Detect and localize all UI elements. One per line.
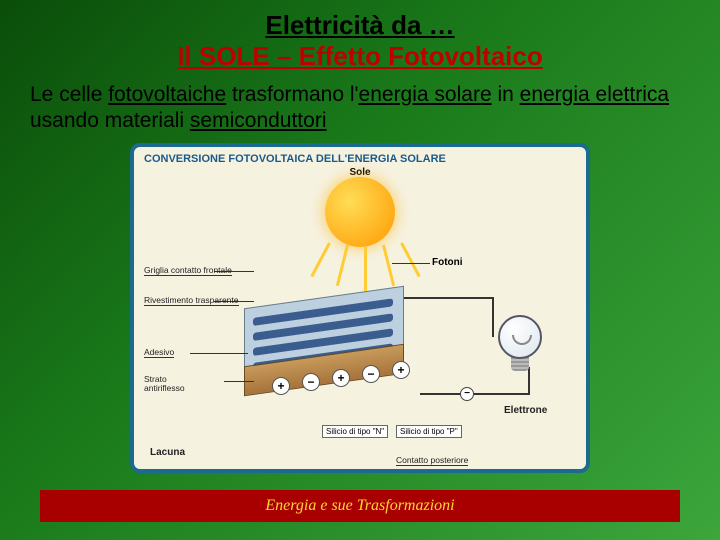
body-u1: fotovoltaiche <box>108 83 226 106</box>
body-t1: Le celle <box>30 83 108 106</box>
title-line-2: Il SOLE – Effetto Fotovoltaico <box>20 41 700 72</box>
electron-symbol: − <box>460 387 474 401</box>
leader-line <box>224 381 254 382</box>
diagram-container: CONVERSIONE FOTOVOLTAICA DELL'ENERGIA SO… <box>0 143 720 473</box>
footer-bar: Energia e sue Trasformazioni <box>40 490 680 522</box>
circuit-wire <box>404 297 494 299</box>
photon-ray <box>336 244 349 285</box>
photovoltaic-diagram: CONVERSIONE FOTOVOLTAICA DELL'ENERGIA SO… <box>130 143 590 473</box>
label-strato: Stratoantiriflesso <box>144 375 185 394</box>
photon-ray <box>382 244 395 285</box>
sun-icon <box>325 177 395 247</box>
body-u3: energia elettrica <box>520 83 669 106</box>
body-t4: usando materiali <box>30 109 190 132</box>
label-griglia: Griglia contatto frontale <box>144 265 232 275</box>
label-silicio-n: Silicio di tipo "N" <box>322 425 388 438</box>
charge-symbol: − <box>302 373 320 391</box>
charge-symbol: + <box>332 369 350 387</box>
label-lacuna: Lacuna <box>150 447 185 458</box>
bulb-glass <box>498 315 542 359</box>
label-adesivo: Adesivo <box>144 347 174 357</box>
photon-label: Fotoni <box>432 257 463 268</box>
label-silicio-p: Silicio di tipo "P" <box>396 425 462 438</box>
body-u2: energia solare <box>359 83 492 106</box>
photon-leader-line <box>392 263 430 264</box>
diagram-title: CONVERSIONE FOTOVOLTAICA DELL'ENERGIA SO… <box>144 153 446 165</box>
label-elettrone: Elettrone <box>504 405 547 416</box>
circuit-wire <box>420 393 530 395</box>
lightbulb-icon <box>490 315 550 375</box>
photon-ray <box>364 247 367 291</box>
solar-cell <box>244 297 404 407</box>
bulb-filament <box>512 335 532 345</box>
charge-symbol: + <box>272 377 290 395</box>
body-u4: semiconduttori <box>190 109 327 132</box>
title-block: Elettricità da … Il SOLE – Effetto Fotov… <box>0 0 720 78</box>
charge-symbol: + <box>392 361 410 379</box>
title-line-1: Elettricità da … <box>20 10 700 41</box>
photon-ray <box>310 242 330 277</box>
bulb-base <box>511 357 529 371</box>
body-t2: trasformano l' <box>226 83 358 106</box>
body-paragraph: Le celle fotovoltaiche trasformano l'ene… <box>0 78 720 143</box>
footer-text: Energia e sue Trasformazioni <box>265 497 454 515</box>
charge-symbol: − <box>362 365 380 383</box>
label-rivestimento: Rivestimento trasparente <box>144 295 239 305</box>
label-contatto-posteriore: Contatto posteriore <box>396 455 468 465</box>
photon-ray <box>400 242 420 277</box>
body-t3: in <box>492 83 520 106</box>
leader-line <box>190 353 248 354</box>
